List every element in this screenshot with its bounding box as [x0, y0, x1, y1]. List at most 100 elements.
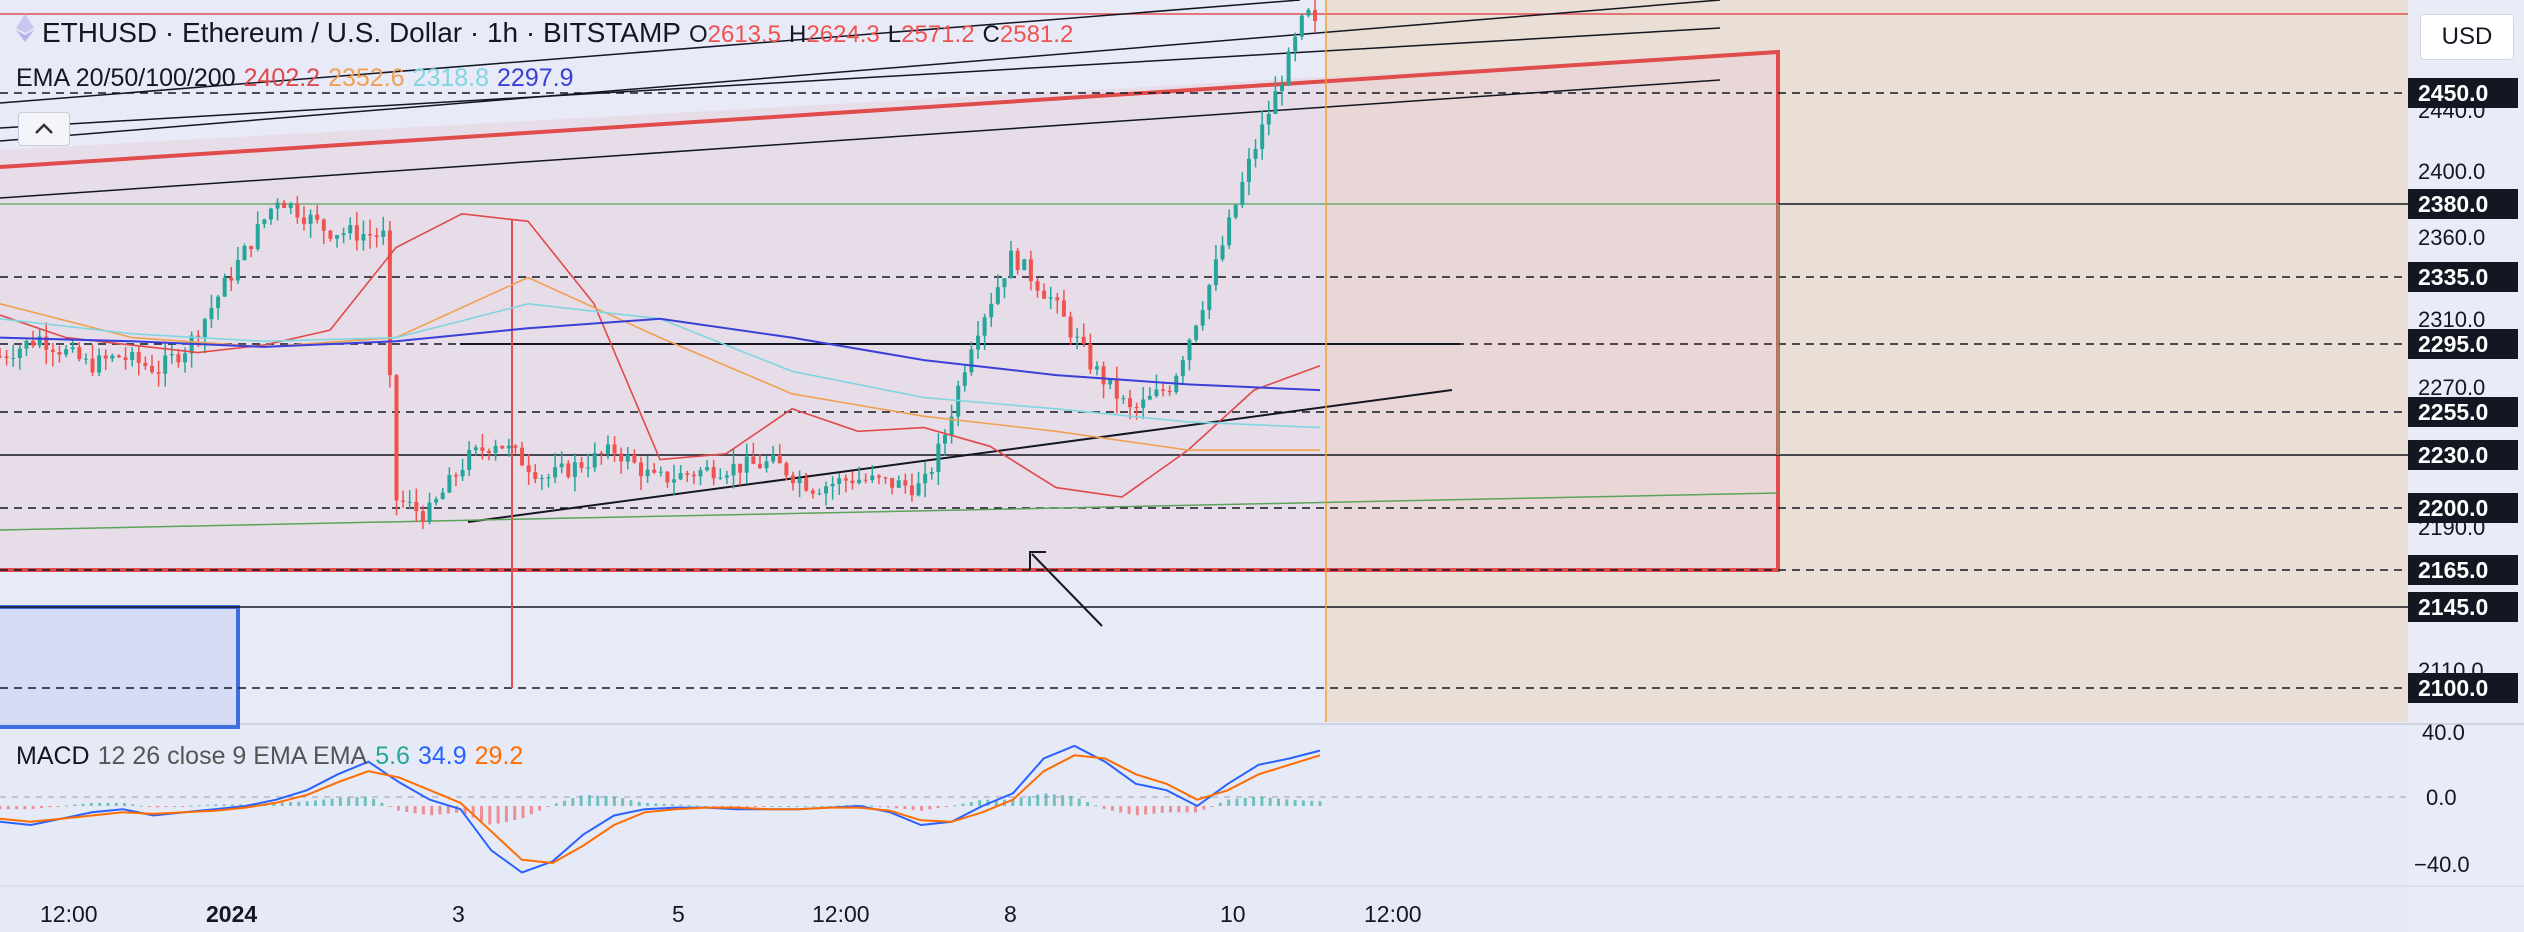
macd-hist-bar: [380, 802, 384, 806]
macd-hist-bar: [64, 805, 68, 807]
candle-body: [453, 475, 458, 477]
time-axis[interactable]: 12:00 2024 3 5 12:00 8 10 12:00: [40, 901, 1422, 927]
candle-body: [553, 467, 558, 478]
candle-body: [698, 470, 703, 477]
candle-body: [83, 358, 88, 360]
ohlc-high: H2624.3: [789, 21, 880, 48]
macd-hist-bar: [878, 806, 882, 807]
candle-body: [566, 463, 571, 477]
candle-body: [870, 475, 875, 480]
macd-hist-bar: [48, 806, 52, 808]
macd-hist-bar: [795, 806, 799, 807]
candle-body: [599, 452, 604, 455]
symbol-title: ETHUSD · Ethereum / U.S. Dollar · 1h · B…: [42, 17, 681, 48]
candle-body: [156, 372, 161, 374]
candle-body: [447, 475, 452, 493]
macd-hist-bar: [297, 801, 301, 806]
macd-legend[interactable]: MACD 12 26 close 9 EMA EMA 5.6 34.9 29.2: [16, 742, 531, 771]
candle-body: [282, 202, 287, 208]
macd-hist-bar: [471, 806, 475, 818]
candle-body: [1061, 300, 1066, 317]
time-label: 10: [1220, 901, 1246, 927]
candle-body: [183, 353, 188, 363]
currency-button[interactable]: USD: [2420, 14, 2514, 60]
macd-hist-bar: [206, 804, 210, 806]
candle-body: [44, 336, 49, 350]
macd-hist-bar: [1052, 794, 1056, 806]
price-level-labels[interactable]: 2450.0 2380.0 2335.0 2295.0 2255.0 2230.…: [2408, 78, 2518, 703]
candle-body: [17, 348, 22, 358]
candle-body: [837, 478, 842, 484]
candle-body: [579, 462, 584, 468]
trend-line-1[interactable]: [0, 0, 1301, 104]
candle-body: [1141, 399, 1146, 408]
macd-line: [0, 744, 1321, 874]
candle-body: [1233, 205, 1238, 218]
macd-hist-bar: [770, 806, 774, 807]
candle-body: [731, 463, 736, 476]
candle-body: [90, 358, 95, 373]
trend-line-4[interactable]: [0, 79, 1721, 199]
candle-body: [1253, 149, 1258, 159]
macd-hist-bar: [81, 803, 85, 806]
currency-label: USD: [2441, 23, 2493, 50]
candle-body: [1299, 15, 1304, 37]
macd-hist-bar: [405, 806, 409, 812]
ema-legend[interactable]: EMA 20/50/100/200 2402.2 2352.6 2318.8 2…: [16, 64, 582, 93]
macd-hist-bar: [646, 802, 650, 806]
macd-hist-bar: [413, 806, 417, 814]
macd-hist-bar: [513, 806, 517, 821]
level-label: 2380.0: [2418, 191, 2488, 217]
candle-body: [1114, 379, 1119, 399]
candle-body: [1042, 290, 1047, 299]
candle-body: [572, 462, 577, 477]
macd-hist-bar: [670, 804, 674, 806]
macd-hist-bar: [704, 805, 708, 807]
time-label: 5: [672, 901, 685, 927]
candle-body: [738, 463, 743, 473]
macd-hist-bar: [1044, 793, 1048, 806]
candle-body: [751, 456, 756, 464]
trend-line-3[interactable]: [0, 0, 1721, 142]
arrow-annotation[interactable]: [1029, 551, 1103, 627]
macd-hist-bar: [911, 806, 915, 810]
macd-hist-bar: [40, 806, 44, 809]
symbol-legend[interactable]: ETHUSD · Ethereum / U.S. Dollar · 1h · B…: [16, 14, 1081, 49]
macd-hist-bar: [662, 803, 666, 806]
macd-hist-bar: [936, 806, 940, 809]
macd-hist-bar: [845, 805, 849, 807]
trend-line-2[interactable]: [0, 27, 1721, 129]
macd-pane[interactable]: [0, 725, 2408, 885]
candle-body: [235, 260, 240, 281]
price-tick: 2400.0: [2418, 159, 2485, 184]
candle-body: [97, 355, 102, 373]
macd-hist-bar: [521, 806, 525, 819]
macd-hist-bar: [372, 798, 376, 806]
macd-hist-bar: [579, 795, 583, 806]
candle-body: [982, 317, 987, 336]
blue-zone[interactable]: [0, 605, 240, 729]
macd-hist-bar: [778, 806, 782, 807]
candle-body: [407, 501, 412, 503]
candle-body: [31, 340, 36, 346]
candle-body: [797, 478, 802, 484]
candle-body: [301, 217, 306, 224]
candle-body: [1240, 181, 1245, 206]
macd-hist-value: 5.6: [375, 742, 410, 770]
macd-hist-bar: [430, 806, 434, 816]
candle-body: [1286, 51, 1291, 86]
level-label: 2230.0: [2418, 442, 2488, 468]
candle-body: [969, 349, 974, 373]
candle-body: [1048, 297, 1053, 299]
candle-body: [222, 277, 227, 297]
macd-hist-bar: [1260, 796, 1264, 806]
candle-body: [1147, 396, 1152, 400]
candle-body: [1207, 285, 1212, 311]
level-label: 2255.0: [2418, 399, 2488, 425]
collapse-legend-button[interactable]: [18, 112, 70, 146]
candle-body: [526, 465, 531, 473]
candle-body: [176, 354, 181, 363]
candle-body: [612, 444, 617, 454]
